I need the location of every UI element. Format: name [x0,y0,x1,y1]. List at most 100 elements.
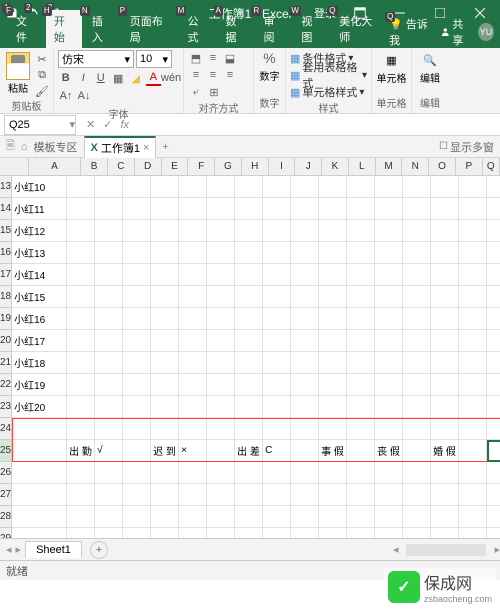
col-header-F[interactable]: F [188,158,215,175]
cell-style-button[interactable]: ▦单元格样式▾ [290,84,367,100]
cell-J27[interactable] [291,484,319,505]
cell-P24[interactable] [459,418,487,439]
cell-L15[interactable] [347,220,375,241]
cell-M29[interactable] [375,528,403,538]
cell-G13[interactable] [207,176,235,197]
cell-F14[interactable] [179,198,207,219]
cell-E15[interactable] [151,220,179,241]
cell-K29[interactable] [319,528,347,538]
cell-A17[interactable]: 小红14 [12,264,67,285]
tab-8[interactable]: Q美化大师 [331,10,387,48]
cell-C15[interactable] [95,220,123,241]
cell-B24[interactable] [67,418,95,439]
cell-D18[interactable] [123,286,151,307]
cell-N27[interactable] [403,484,431,505]
cell-L13[interactable] [347,176,375,197]
cell-Q25[interactable] [487,440,500,461]
cell-A15[interactable]: 小红12 [12,220,67,241]
cell-B26[interactable] [67,462,95,483]
cell-Q19[interactable] [487,308,500,329]
tab-6[interactable]: R审阅 [255,10,291,48]
cell-I15[interactable] [263,220,291,241]
cell-P23[interactable] [459,396,487,417]
cell-H21[interactable] [235,352,263,373]
cell-Q24[interactable] [487,418,500,439]
cell-F24[interactable] [179,418,207,439]
col-header-I[interactable]: I [269,158,296,175]
row-header-13[interactable]: 13 [0,176,11,198]
cell-A28[interactable] [12,506,67,527]
cell-M14[interactable] [375,198,403,219]
cell-H23[interactable] [235,396,263,417]
cell-E22[interactable] [151,374,179,395]
cell-P29[interactable] [459,528,487,538]
cell-Q22[interactable] [487,374,500,395]
cancel-formula-icon[interactable]: ✕ [86,118,95,131]
cell-D19[interactable] [123,308,151,329]
col-header-L[interactable]: L [349,158,376,175]
template-zone[interactable]: 模板专区 [34,139,78,155]
cell-N25[interactable] [403,440,431,461]
cell-H27[interactable] [235,484,263,505]
tab-5[interactable]: A数据 [218,10,254,48]
cell-A20[interactable]: 小红17 [12,330,67,351]
sheet-tab[interactable]: Sheet1 [25,541,82,558]
cell-I23[interactable] [263,396,291,417]
cell-D22[interactable] [123,374,151,395]
cell-M28[interactable] [375,506,403,527]
cell-G28[interactable] [207,506,235,527]
cell-J17[interactable] [291,264,319,285]
cell-G20[interactable] [207,330,235,351]
row-header-28[interactable]: 28 [0,506,11,528]
cell-K28[interactable] [319,506,347,527]
wrap-text-icon[interactable]: ⤶ [188,84,204,100]
share-button[interactable]: 共享 [440,16,472,48]
cell-F29[interactable] [179,528,207,538]
cell-J29[interactable] [291,528,319,538]
cell-B18[interactable] [67,286,95,307]
row-header-26[interactable]: 26 [0,462,11,484]
cell-Q16[interactable] [487,242,500,263]
cell-E27[interactable] [151,484,179,505]
cell-B23[interactable] [67,396,95,417]
cell-B17[interactable] [67,264,95,285]
cell-L23[interactable] [347,396,375,417]
enter-formula-icon[interactable]: ✓ [103,118,112,131]
cell-Q13[interactable] [487,176,500,197]
cell-I17[interactable] [263,264,291,285]
cell-B28[interactable] [67,506,95,527]
cell-K19[interactable] [319,308,347,329]
home-icon[interactable]: ⌂ [21,141,28,153]
cell-O19[interactable] [431,308,459,329]
cell-Q21[interactable] [487,352,500,373]
cell-P16[interactable] [459,242,487,263]
font-size-combo[interactable]: 10 ▾ [136,50,172,68]
col-header-A[interactable]: A [29,158,82,175]
cell-C19[interactable] [95,308,123,329]
col-header-K[interactable]: K [322,158,349,175]
cell-C20[interactable] [95,330,123,351]
cell-P22[interactable] [459,374,487,395]
cell-C23[interactable] [95,396,123,417]
cell-A18[interactable]: 小红15 [12,286,67,307]
cell-O14[interactable] [431,198,459,219]
align-middle-icon[interactable]: ≡ [205,50,221,66]
cell-D20[interactable] [123,330,151,351]
cell-N14[interactable] [403,198,431,219]
cell-B19[interactable] [67,308,95,329]
cell-C13[interactable] [95,176,123,197]
cell-F25[interactable]: × [179,440,207,461]
cell-N20[interactable] [403,330,431,351]
row-header-19[interactable]: 19 [0,308,11,330]
cell-J15[interactable] [291,220,319,241]
cell-I13[interactable] [263,176,291,197]
cell-L17[interactable] [347,264,375,285]
cell-H28[interactable] [235,506,263,527]
cell-L14[interactable] [347,198,375,219]
cell-A21[interactable]: 小红18 [12,352,67,373]
cell-N28[interactable] [403,506,431,527]
cell-A16[interactable]: 小红13 [12,242,67,263]
sheet-nav-prev-icon[interactable]: ◂ [6,543,12,556]
cell-G18[interactable] [207,286,235,307]
cell-L22[interactable] [347,374,375,395]
